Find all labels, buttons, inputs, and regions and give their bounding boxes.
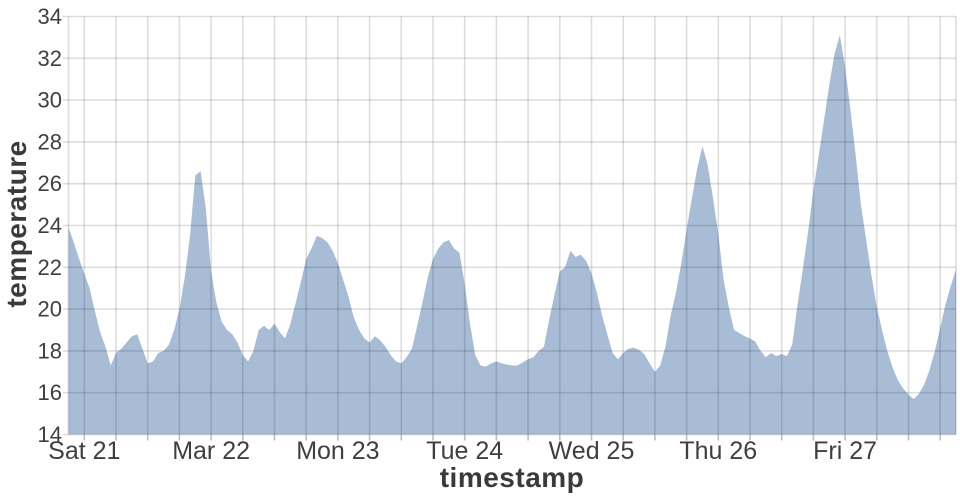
y-tick-label: 18 (38, 338, 62, 363)
x-tick-label: Mon 23 (296, 437, 379, 465)
y-tick-label: 32 (38, 46, 62, 71)
x-tick-label: Fri 27 (813, 437, 877, 465)
y-axis-title: temperature (1, 140, 32, 308)
y-tick-label: 26 (38, 171, 62, 196)
y-tick-label: 16 (38, 380, 62, 405)
y-tick-label: 24 (38, 213, 62, 238)
temperature-area-series (68, 35, 956, 435)
y-tick-label: 28 (38, 129, 62, 154)
x-tick-label: Thu 26 (679, 437, 757, 465)
x-tick-label: Wed 25 (549, 437, 635, 465)
x-tick-label: Sat 21 (48, 437, 120, 465)
x-tick-label: Tue 24 (426, 437, 503, 465)
y-tick-label: 14 (38, 422, 62, 447)
x-tick-label: Mar 22 (172, 437, 250, 465)
y-tick-label: 20 (38, 297, 62, 322)
y-tick-label: 30 (38, 88, 62, 113)
x-axis-title: timestamp (439, 462, 585, 493)
y-tick-label: 34 (38, 4, 62, 29)
y-tick-label: 22 (38, 255, 62, 280)
